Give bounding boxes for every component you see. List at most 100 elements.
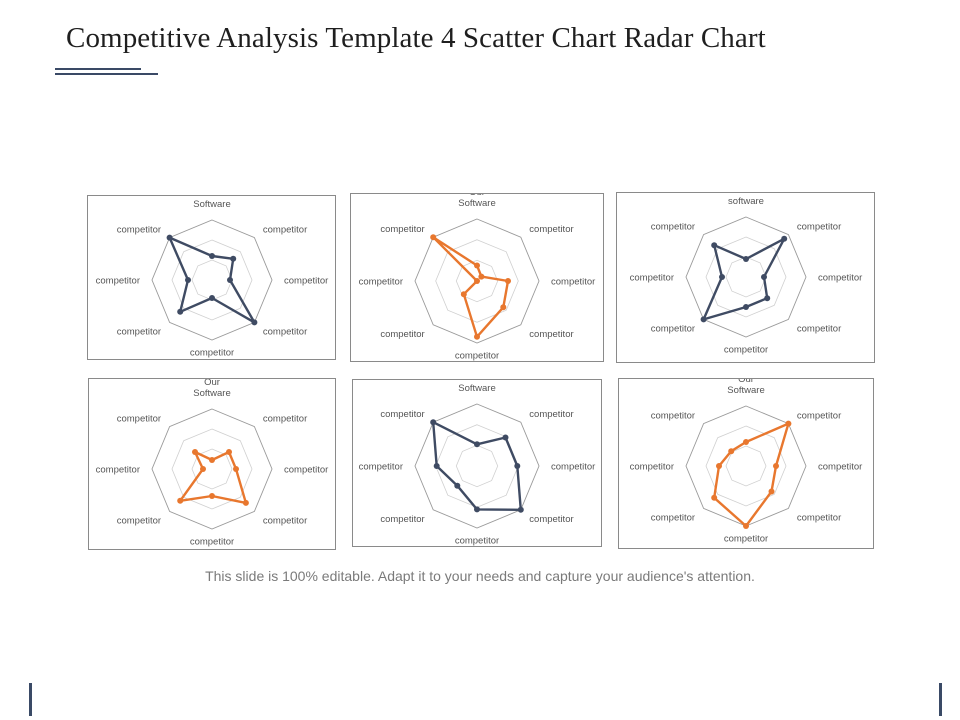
- radar-data-point: [209, 295, 215, 301]
- radar-category-label: competitor: [96, 465, 140, 476]
- radar-data-point: [517, 506, 524, 513]
- radar-category-label: competitor: [117, 515, 161, 526]
- radar-category-label: competitor: [359, 277, 403, 288]
- radar-category-label: competitor: [797, 512, 841, 523]
- radar-data-point: [500, 304, 507, 311]
- radar-data-point: [711, 242, 718, 249]
- radar-data-point: [474, 262, 480, 269]
- radar-data-point: [743, 523, 749, 529]
- radar-category-label: competitor: [263, 225, 307, 236]
- radar-category-label: competitor: [190, 348, 234, 359]
- radar-category-label: competitor: [529, 514, 573, 525]
- radar-category-label: competitor: [96, 276, 140, 287]
- radar-grid-ring: [151, 408, 273, 530]
- radar-data-point: [773, 463, 779, 469]
- radar-category-label: competitor: [797, 323, 841, 334]
- radar-data-point: [743, 439, 749, 445]
- radar-data-point: [474, 278, 480, 284]
- radar-category-label: competitor: [551, 462, 595, 473]
- radar-data-point: [514, 463, 521, 469]
- title-underline-short: [55, 68, 141, 70]
- radar-data-point: [764, 295, 771, 302]
- radar-series-line: [712, 422, 790, 528]
- radar-grid-ring: [151, 219, 273, 341]
- radar-grid-ring: [705, 425, 787, 507]
- radar-data-point: [177, 308, 184, 315]
- radar-grid-ring: [725, 256, 767, 298]
- radar-category-label: competitor: [651, 323, 695, 334]
- radar-data-point: [478, 273, 485, 280]
- radar-data-point: [474, 333, 480, 340]
- radar-category-label: competitor: [455, 536, 499, 547]
- radar-data-point: [719, 274, 725, 280]
- radar-category-label: competitor: [380, 409, 424, 420]
- radar-data-point: [430, 419, 437, 426]
- radar-category-label: competitor: [724, 534, 768, 545]
- radar-chart-6: Our Software competitor competitor competito…: [618, 378, 874, 549]
- radar-category-label: competitor: [117, 414, 161, 425]
- radar-data-point: [230, 255, 237, 262]
- radar-data-point: [242, 499, 249, 506]
- radar-category-label: competitor: [630, 462, 674, 473]
- radar-data-point: [226, 449, 232, 455]
- radar-category-label: competitor: [724, 345, 768, 356]
- radar-grid-ring: [414, 403, 540, 529]
- radar-category-label: competitor: [651, 512, 695, 523]
- slide-caption: This slide is 100% editable. Adapt it to…: [205, 568, 755, 584]
- radar-data-point: [785, 420, 792, 427]
- radar-category-label: competitor: [797, 222, 841, 233]
- radar-data-point: [454, 482, 461, 489]
- radar-series-line: [431, 236, 510, 339]
- radar-svg-6: Our Software competitor competitor competito…: [630, 379, 863, 545]
- radar-grid-ring: [191, 259, 233, 301]
- radar-data-point: [227, 277, 233, 283]
- radar-data-point: [743, 256, 749, 262]
- radar-data-point: [474, 506, 480, 513]
- radar-data-point: [200, 466, 206, 472]
- radar-category-label: competitor: [380, 329, 424, 340]
- radar-data-point: [192, 449, 198, 455]
- radar-category-label: competitor: [797, 411, 841, 422]
- radar-category-label: competitor: [529, 329, 573, 340]
- radar-category-label: competitor: [263, 515, 307, 526]
- radar-svg-4: Our Software competitor competitor competito…: [96, 379, 329, 548]
- radar-category-label: competitor: [651, 222, 695, 233]
- radar-svg-3: Oursoftware competitor competitor competito…: [630, 193, 863, 356]
- radar-category-label: competitor: [117, 225, 161, 236]
- radar-category-label: competitor: [380, 224, 424, 235]
- radar-category-label: competitor: [818, 273, 862, 284]
- radar-category-label: competitor: [455, 351, 499, 362]
- corner-bar-left: [29, 683, 32, 716]
- radar-category-label: competitor: [359, 462, 403, 473]
- page-title: Competitive Analysis Template 4 Scatter …: [66, 22, 766, 54]
- radar-grid-ring: [414, 218, 540, 344]
- radar-category-label: competitor: [630, 273, 674, 284]
- radar-data-point: [460, 291, 467, 298]
- radar-chart-4: Our Software competitor competitor competito…: [88, 378, 336, 550]
- radar-category-label: competitor: [263, 414, 307, 425]
- radar-category-label: competitor: [529, 224, 573, 235]
- radar-category-label: competitor: [117, 326, 161, 337]
- radar-data-point: [768, 488, 775, 495]
- radar-data-point: [505, 278, 511, 284]
- radar-data-point: [711, 494, 718, 501]
- radar-data-point: [185, 277, 191, 283]
- radar-data-point: [728, 448, 735, 455]
- radar-grid-ring: [435, 239, 519, 323]
- radar-grid-ring: [455, 259, 499, 303]
- radar-chart-3: Oursoftware competitor competitor competito…: [616, 192, 875, 363]
- radar-grid-ring: [685, 216, 807, 338]
- radar-category-label: competitor: [284, 465, 328, 476]
- radar-category-label: competitor: [651, 411, 695, 422]
- radar-data-point: [233, 466, 239, 472]
- radar-data-point: [781, 235, 788, 242]
- radar-data-point: [209, 253, 215, 259]
- radar-data-point: [209, 493, 215, 499]
